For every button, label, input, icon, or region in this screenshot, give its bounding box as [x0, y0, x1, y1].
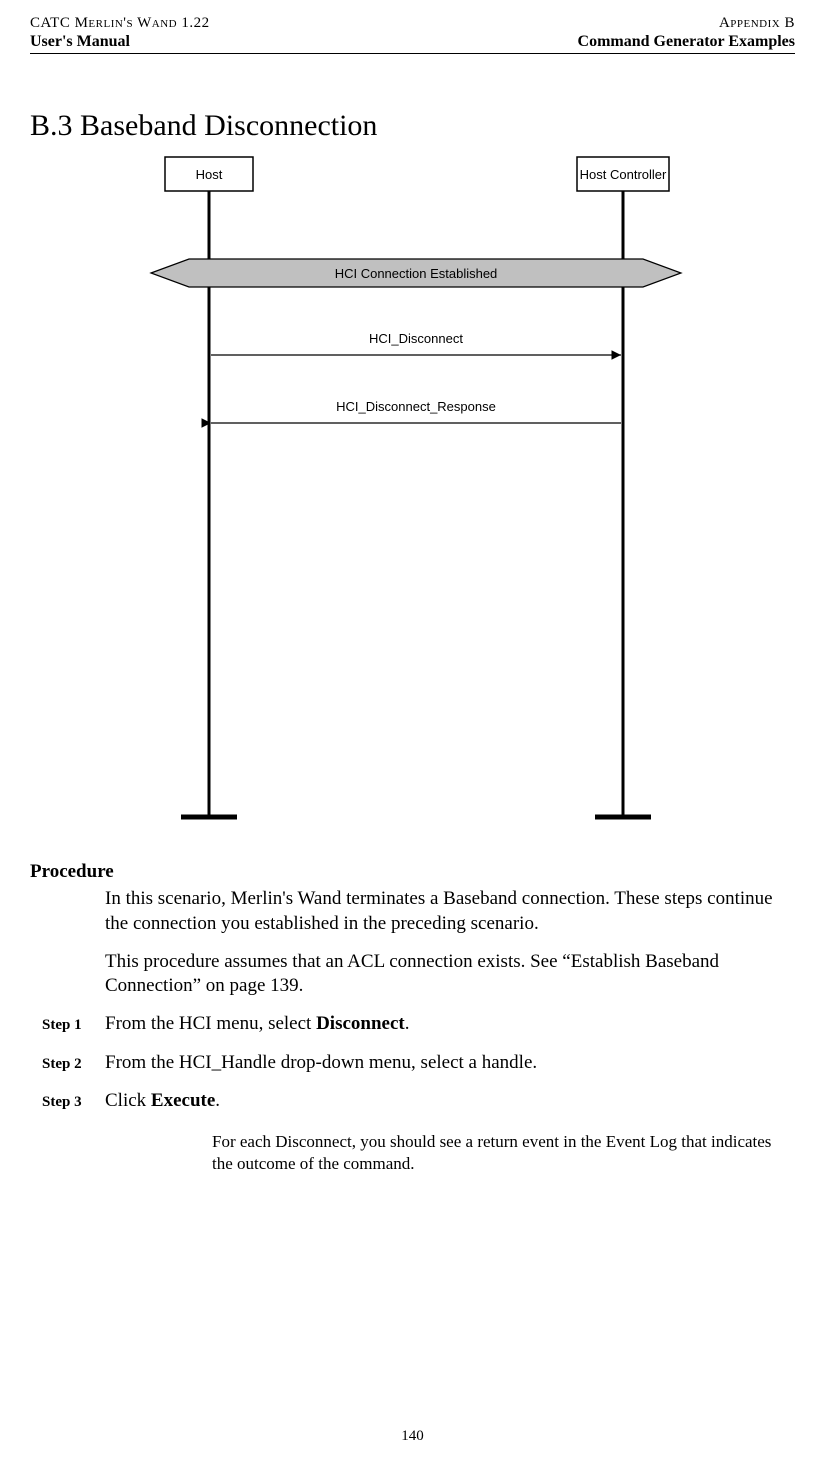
banner-label: HCI Connection Established	[334, 266, 497, 281]
step-content: From the HCI_Handle drop-down menu, sele…	[105, 1051, 785, 1075]
step-bold: Execute	[151, 1090, 215, 1111]
sequence-diagram: Host Host Controller HCI Connection Esta…	[30, 155, 795, 835]
section-title: B.3 Baseband Disconnection	[30, 109, 795, 143]
step-label: Step 3	[30, 1094, 105, 1111]
host-box-label: Host	[195, 167, 222, 182]
sequence-diagram-svg: Host Host Controller HCI Connection Esta…	[133, 155, 693, 835]
step-post: .	[215, 1090, 220, 1111]
step-post: .	[405, 1013, 410, 1034]
procedure-heading: Procedure	[30, 861, 795, 883]
procedure-para1: In this scenario, Merlin's Wand terminat…	[105, 887, 785, 936]
header-rule	[30, 53, 795, 54]
controller-box-label: Host Controller	[579, 167, 666, 182]
running-header-line2: User's Manual Command Generator Examples	[30, 32, 795, 51]
step-row-3: Step 3 Click Execute.	[30, 1089, 795, 1113]
page-number: 140	[0, 1428, 825, 1445]
step-label: Step 1	[30, 1017, 105, 1034]
header-top-left: CATC Merlin's Wand 1.22	[30, 14, 210, 32]
msg1-label: HCI_Disconnect	[369, 331, 463, 346]
header-second-left: User's Manual	[30, 32, 130, 51]
step-row-2: Step 2 From the HCI_Handle drop-down men…	[30, 1051, 795, 1075]
step-pre: From the HCI_Handle drop-down menu, sele…	[105, 1052, 537, 1073]
header-top-right: Appendix B	[719, 14, 795, 32]
step-content: Click Execute.	[105, 1089, 785, 1113]
running-header-line1: CATC Merlin's Wand 1.22 Appendix B	[30, 14, 795, 32]
step-pre: Click	[105, 1090, 151, 1111]
step-label: Step 2	[30, 1056, 105, 1073]
msg2-label: HCI_Disconnect_Response	[336, 399, 496, 414]
step-content: From the HCI menu, select Disconnect.	[105, 1012, 785, 1036]
procedure-para2: This procedure assumes that an ACL conne…	[105, 950, 785, 999]
step-bold: Disconnect	[316, 1013, 405, 1034]
header-second-right: Command Generator Examples	[578, 32, 795, 51]
step-note: For each Disconnect, you should see a re…	[212, 1131, 785, 1175]
step-row-1: Step 1 From the HCI menu, select Disconn…	[30, 1012, 795, 1036]
step-pre: From the HCI menu, select	[105, 1013, 316, 1034]
